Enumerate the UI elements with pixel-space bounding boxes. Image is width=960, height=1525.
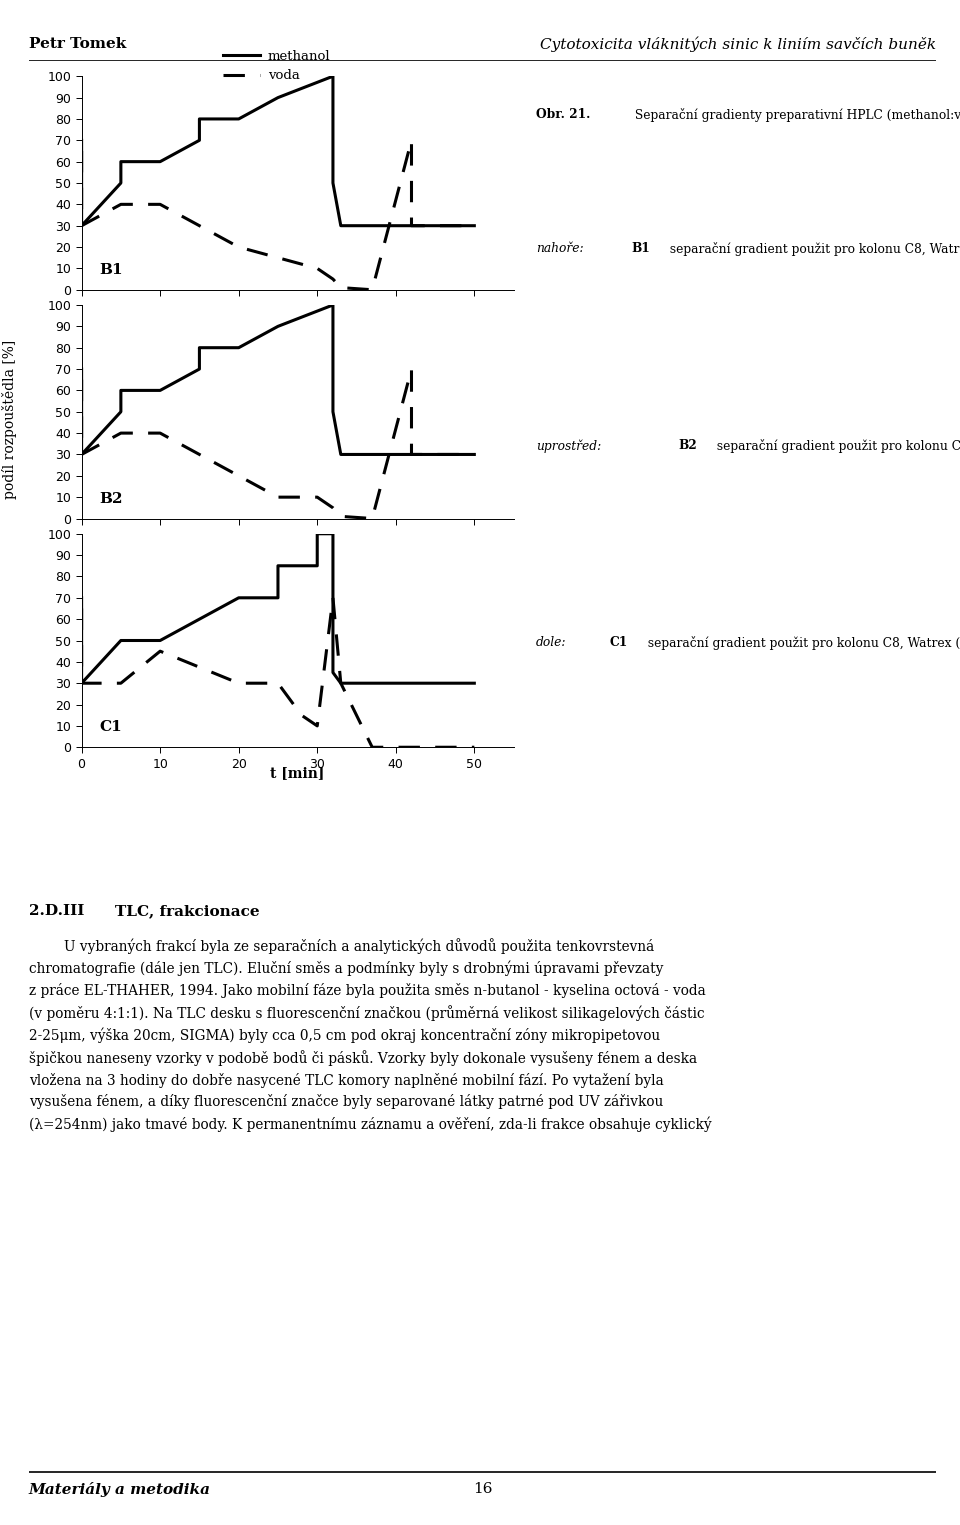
Text: podíl rozpouštědla [%]: podíl rozpouštědla [%] bbox=[2, 340, 17, 499]
Text: dole:: dole: bbox=[537, 636, 566, 648]
Text: B1: B1 bbox=[632, 242, 650, 255]
Text: Cytotoxicita vláknitých sinic k liniím savčích buněk: Cytotoxicita vláknitých sinic k liniím s… bbox=[540, 37, 936, 52]
Legend: methanol, voda: methanol, voda bbox=[218, 44, 336, 87]
Text: separační gradient použit pro kolonu C18, Dr. Maisch (viz text): separační gradient použit pro kolonu C18… bbox=[713, 439, 960, 453]
Text: separační gradient použit pro kolonu C8, Watrex (viz text): separační gradient použit pro kolonu C8,… bbox=[666, 242, 960, 256]
Text: nahoře:: nahoře: bbox=[537, 242, 584, 255]
Text: B2: B2 bbox=[99, 491, 122, 506]
Text: B1: B1 bbox=[99, 262, 123, 278]
Text: TLC, frakcionace: TLC, frakcionace bbox=[115, 904, 259, 918]
Text: Petr Tomek: Petr Tomek bbox=[29, 37, 126, 52]
Text: Materiály a metodika: Materiály a metodika bbox=[29, 1482, 211, 1496]
Text: U vybraných frakcí byla ze separačních a analytických důvodů použita tenkovrstev: U vybraných frakcí byla ze separačních a… bbox=[29, 938, 711, 1132]
Text: C1: C1 bbox=[99, 720, 122, 735]
Text: 16: 16 bbox=[472, 1482, 492, 1496]
Text: t [min]: t [min] bbox=[271, 766, 324, 781]
Text: Separační gradienty preparativní HPLC (methanol:voda): Separační gradienty preparativní HPLC (m… bbox=[632, 108, 960, 122]
Text: C1: C1 bbox=[610, 636, 628, 648]
Text: uprostřed:: uprostřed: bbox=[537, 439, 601, 453]
Text: separační gradient použit pro kolonu C8, Watrex (viz text): separační gradient použit pro kolonu C8,… bbox=[644, 636, 960, 650]
Text: B2: B2 bbox=[679, 439, 698, 451]
Text: Obr. 21.: Obr. 21. bbox=[537, 108, 590, 120]
Text: 2.D.III: 2.D.III bbox=[29, 904, 84, 918]
